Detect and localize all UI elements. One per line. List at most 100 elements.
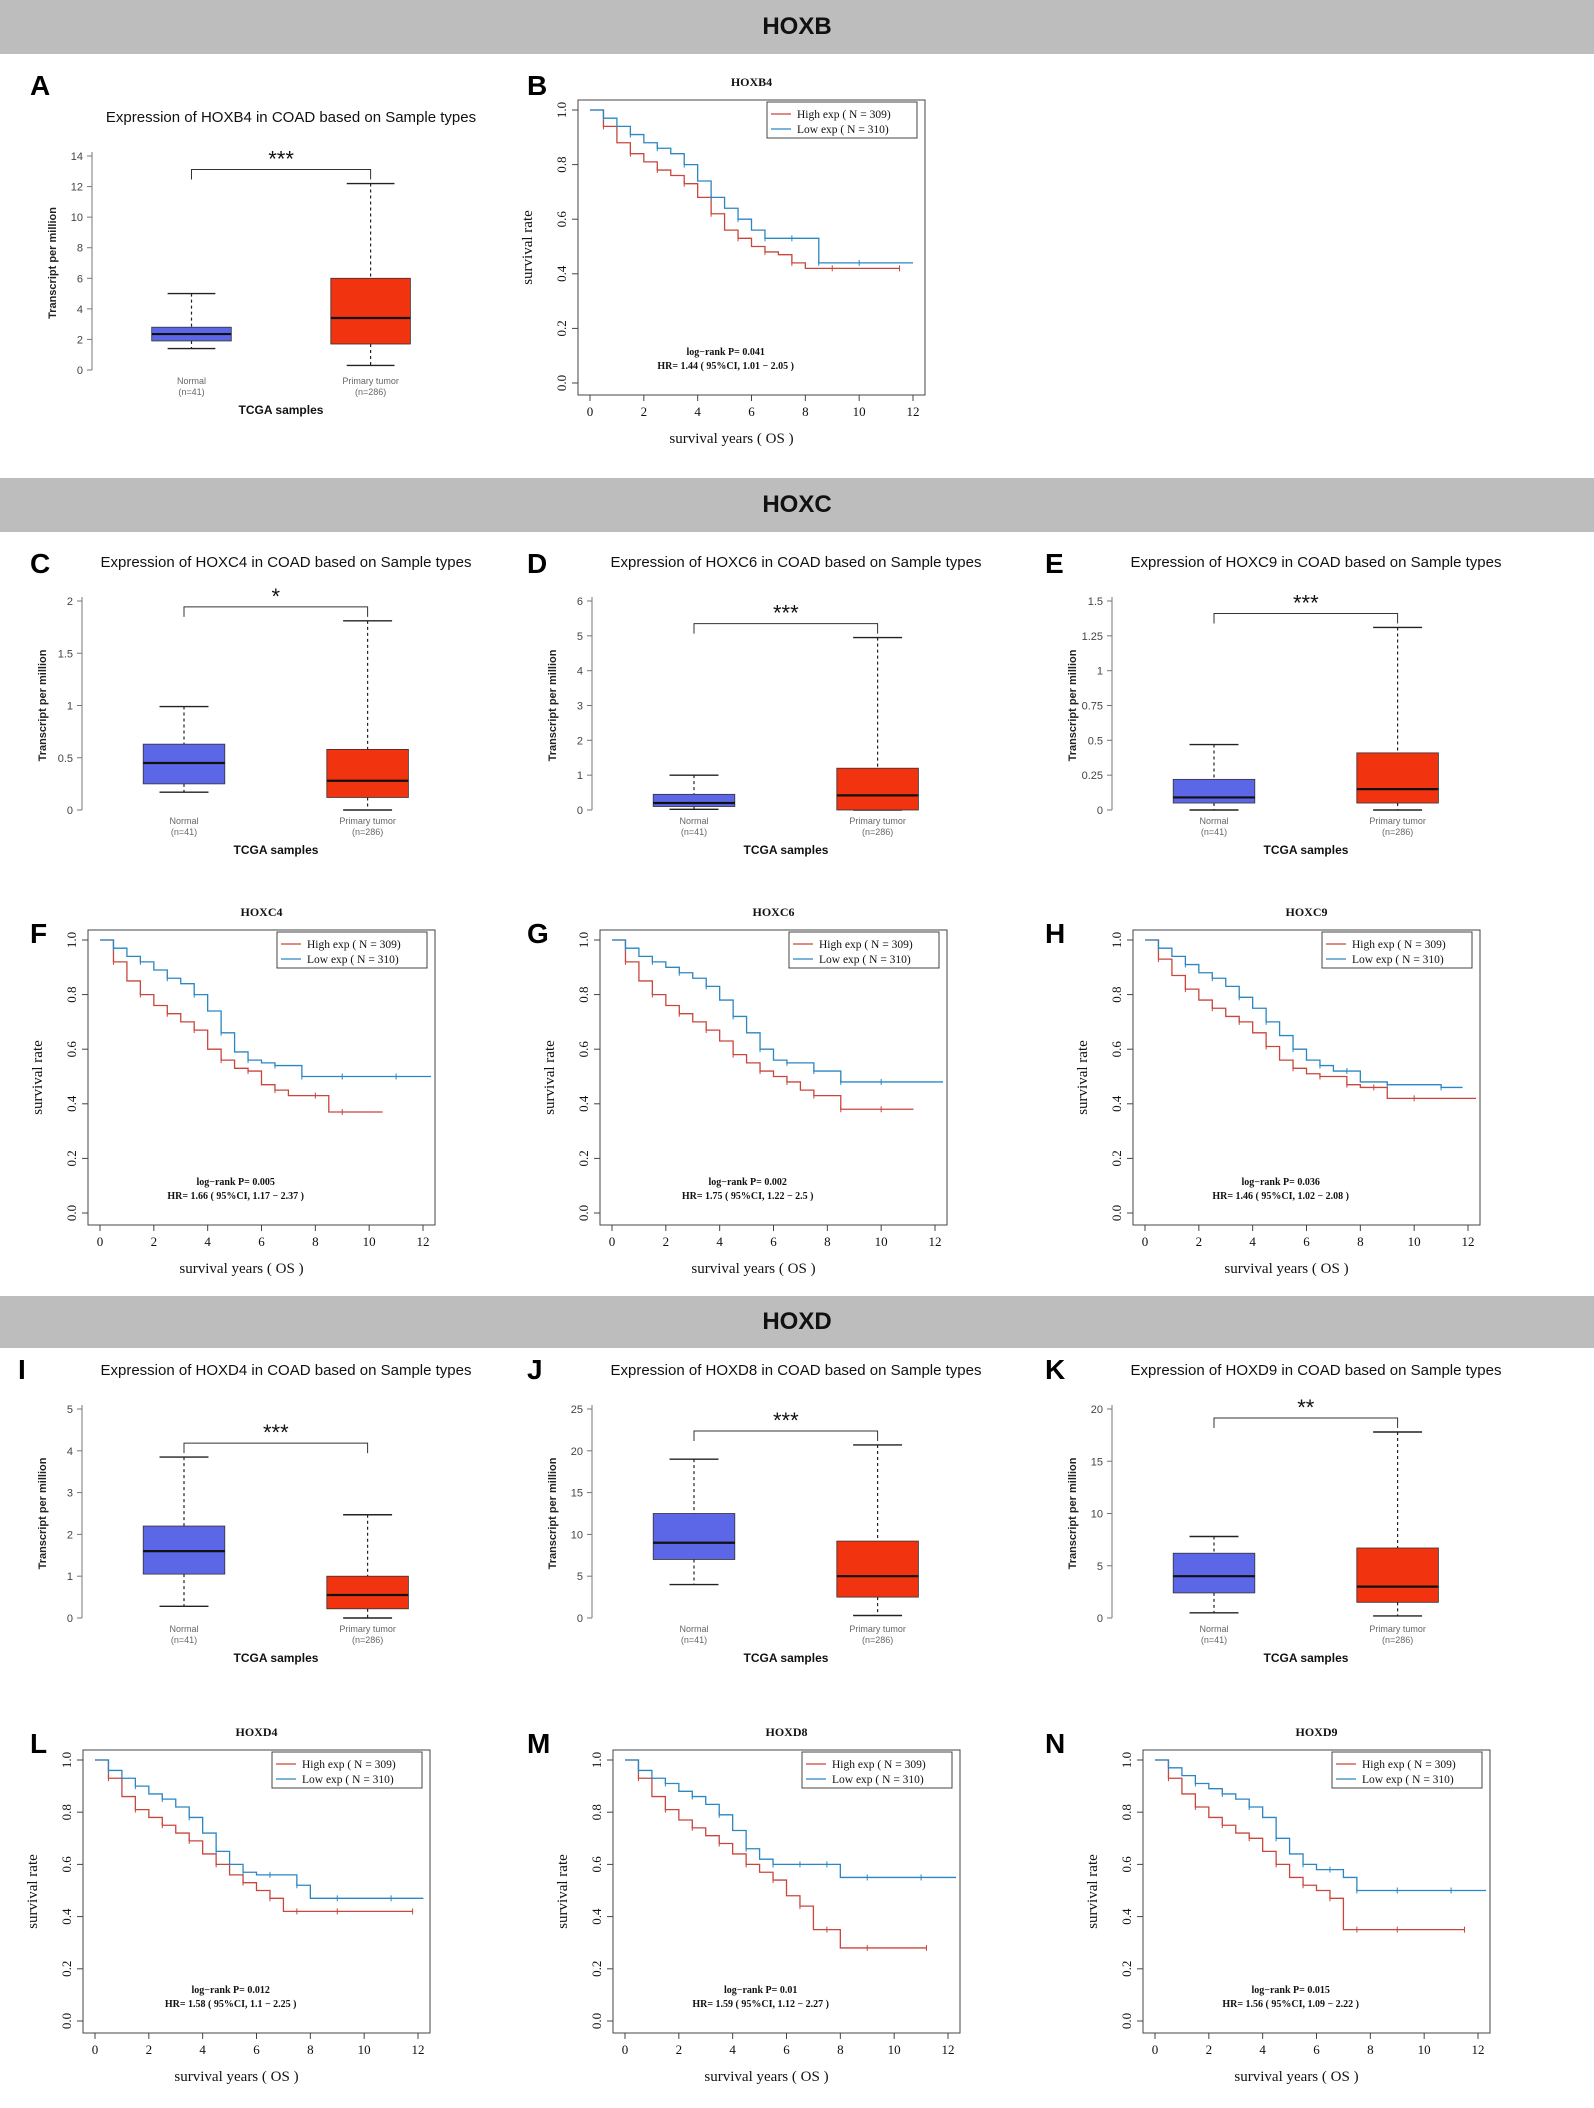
- y-tick-label: 1.0: [64, 932, 79, 948]
- group-label: Primary tumor: [339, 1624, 396, 1634]
- group-label: Primary tumor: [849, 816, 906, 826]
- chart-title: Expression of HOXC9 in COAD based on Sam…: [1130, 554, 1501, 571]
- x-tick-label: 8: [824, 1234, 831, 1249]
- x-tick-label: 0: [622, 2042, 629, 2057]
- group-n: (n=286): [862, 1635, 893, 1645]
- x-tick-label: 4: [1249, 1234, 1256, 1249]
- y-tick-label: 10: [571, 1529, 583, 1541]
- y-tick-label: 0.8: [554, 156, 569, 172]
- x-tick-label: 10: [888, 2042, 901, 2057]
- chart-title: HOXD9: [1296, 1725, 1338, 1739]
- km-panel-m: HOXD8 0 2 4 6 8 10 12 0.0 0.2 0.4 0.6 0.8 1.0 survival…: [555, 1725, 961, 2085]
- group-n: (n=286): [352, 827, 383, 837]
- y-tick-label: 0.8: [576, 986, 591, 1002]
- hazard-ratio: HR= 1.56 ( 95%CI, 1.09 − 2.22 ): [1222, 1999, 1359, 2010]
- y-tick-label: 0.8: [1109, 986, 1124, 1002]
- significance-stars: ***: [1293, 590, 1319, 615]
- y-tick-label: 2: [67, 1529, 73, 1541]
- legend-box: [271, 1751, 423, 1789]
- group-n: (n=41): [1201, 1635, 1227, 1645]
- series-line-high: [95, 1759, 413, 1913]
- y-tick-label: 1: [67, 1571, 73, 1583]
- y-tick-label: 0.5: [58, 753, 73, 765]
- legend-box: [766, 101, 918, 139]
- group-label: Normal: [1199, 1624, 1228, 1634]
- box-tumor: [326, 1575, 409, 1610]
- y-tick-label: 0: [77, 365, 83, 377]
- legend-label: High exp ( N = 309): [819, 939, 913, 951]
- panel-letter: M: [527, 1728, 551, 1759]
- series-line-high: [100, 939, 383, 1113]
- x-tick-label: 10: [363, 1234, 376, 1249]
- y-tick-label: 12: [71, 182, 83, 194]
- y-tick-label: 0.4: [59, 1908, 74, 1925]
- chart-title: HOXD8: [766, 1725, 808, 1739]
- y-tick-label: 0.4: [554, 265, 569, 282]
- y-tick-label: 0.2: [64, 1150, 79, 1166]
- y-tick-label: 10: [1091, 1509, 1103, 1521]
- x-tick-label: 12: [1462, 1234, 1475, 1249]
- group-label: Primary tumor: [849, 1624, 906, 1634]
- y-axis-label: survival rate: [1075, 1040, 1091, 1115]
- panel-letter: E: [1045, 548, 1064, 579]
- legend-label: Low exp ( N = 310): [819, 954, 911, 966]
- legend-label: Low exp ( N = 310): [1352, 954, 1444, 966]
- group-n: (n=41): [681, 827, 707, 837]
- y-tick-label: 10: [71, 212, 83, 224]
- y-tick-label: 0.6: [64, 1041, 79, 1058]
- x-tick-label: 2: [663, 1234, 670, 1249]
- group-label: Primary tumor: [1369, 1624, 1426, 1634]
- y-axis-label: survival rate: [542, 1040, 558, 1115]
- x-axis-label: TCGA samples: [744, 843, 829, 857]
- panel-letter: B: [527, 70, 548, 101]
- y-tick-label: 1.0: [59, 1752, 74, 1768]
- legend-label: Low exp ( N = 310): [1362, 1774, 1454, 1786]
- y-tick-label: 0: [577, 1613, 583, 1625]
- y-tick-label: 0.0: [576, 1205, 591, 1221]
- panel-letter: G: [527, 918, 549, 949]
- y-tick-label: 15: [1091, 1456, 1103, 1468]
- y-tick-label: 0: [577, 805, 583, 817]
- y-tick-label: 5: [577, 1571, 583, 1583]
- x-tick-label: 2: [146, 2042, 153, 2057]
- group-label: Normal: [679, 1624, 708, 1634]
- x-tick-label: 6: [783, 2042, 790, 2057]
- boxplot-panel-c: Expression of HOXC4 in COAD based on Sam…: [37, 554, 472, 857]
- y-tick-label: 0.8: [1119, 1804, 1134, 1820]
- significance-bracket: [693, 623, 879, 634]
- legend-label: Low exp ( N = 310): [832, 1774, 924, 1786]
- y-tick-label: 0.8: [64, 986, 79, 1002]
- logrank-p: log−rank P= 0.041: [686, 347, 764, 358]
- x-tick-label: 2: [641, 404, 648, 419]
- box-normal: [652, 793, 736, 807]
- section-band-hoxd: HOXD: [0, 1296, 1594, 1348]
- y-tick-label: 2: [67, 596, 73, 608]
- hazard-ratio: HR= 1.59 ( 95%CI, 1.12 − 2.27 ): [692, 1999, 829, 2010]
- group-label: Normal: [679, 816, 708, 826]
- y-tick-label: 0.8: [59, 1804, 74, 1820]
- x-tick-label: 4: [199, 2042, 206, 2057]
- x-tick-label: 4: [694, 404, 701, 419]
- box-normal: [1172, 1552, 1256, 1594]
- series-line-high: [1155, 1759, 1465, 1931]
- legend-box: [1321, 931, 1473, 969]
- chart-title: Expression of HOXD4 in COAD based on Sam…: [100, 1362, 471, 1379]
- x-axis-label: survival years ( OS ): [669, 431, 793, 447]
- panel-letter: N: [1045, 1728, 1066, 1759]
- y-tick-label: 0.5: [1088, 735, 1103, 747]
- significance-bracket: [1213, 1417, 1399, 1428]
- box-normal: [652, 1513, 736, 1560]
- x-axis-label: TCGA samples: [234, 843, 319, 857]
- legend-label: High exp ( N = 309): [1352, 939, 1446, 951]
- x-tick-label: 12: [417, 1234, 430, 1249]
- x-tick-label: 0: [97, 1234, 104, 1249]
- y-axis-label: Transcript per million: [1067, 1457, 1079, 1569]
- y-tick-label: 1.0: [1109, 932, 1124, 948]
- y-tick-label: 0.6: [589, 1856, 604, 1873]
- chart-title: Expression of HOXC4 in COAD based on Sam…: [100, 554, 471, 571]
- box-tumor: [1356, 752, 1439, 804]
- x-axis-label: survival years ( OS ): [704, 2069, 828, 2085]
- y-tick-label: 0.6: [1109, 1041, 1124, 1058]
- series-line-low: [1145, 939, 1463, 1089]
- significance-stars: ***: [263, 1420, 289, 1445]
